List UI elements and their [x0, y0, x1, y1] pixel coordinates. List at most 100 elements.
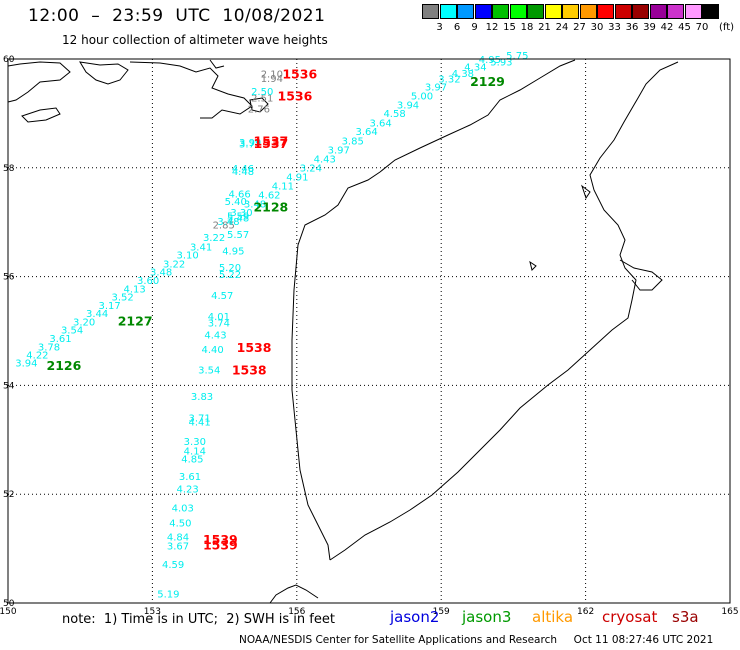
- wave-height-value: 5.22: [219, 270, 241, 281]
- wave-height-value: 5.57: [227, 230, 249, 241]
- scale-swatch: [614, 4, 632, 19]
- wave-height-value: 5.93: [490, 58, 512, 69]
- longitude-tick-label: 162: [577, 607, 594, 617]
- wave-height-value: 5.19: [157, 590, 179, 601]
- scale-label: 33: [608, 22, 621, 33]
- wave-height-value: 4.95: [222, 246, 244, 257]
- wave-height-value: 2.10: [261, 69, 283, 80]
- coastline-segment: [7, 61, 71, 103]
- scale-label: 70: [695, 22, 709, 33]
- scale-label: 24: [555, 22, 569, 33]
- scale-label: 45: [678, 22, 691, 33]
- wave-height-value: 5.59: [227, 211, 249, 222]
- latitude-tick-label: 58: [3, 164, 15, 174]
- wave-height-value: 4.62: [258, 190, 280, 201]
- wave-height-value: 4.01: [208, 312, 230, 323]
- wave-height-value: 1.94: [261, 74, 283, 85]
- wave-height-value: 5.00: [411, 91, 433, 102]
- track-id-label: 1539: [203, 532, 238, 547]
- wave-height-value: 4.57: [211, 291, 233, 302]
- scale-swatch: [579, 4, 597, 19]
- wave-height-value: 4.43: [204, 331, 226, 342]
- latitude-tick-label: 52: [3, 490, 14, 500]
- longitude-tick-label: 153: [144, 607, 161, 617]
- scale-swatch: [632, 4, 649, 19]
- wave-height-value: 4.91: [286, 172, 308, 183]
- wave-height-value: 4.38: [452, 69, 474, 80]
- scale-label: 39: [643, 22, 656, 33]
- scale-label: 6: [453, 22, 461, 33]
- wave-height-value: 3.97: [328, 146, 350, 157]
- track-id-label: 1538: [237, 340, 272, 355]
- wave-height-value: 3.30: [230, 208, 252, 219]
- wave-height-value: 3.44: [86, 309, 108, 320]
- wave-height-value: 2.50: [251, 87, 273, 98]
- wave-height-value: 3.32: [438, 74, 460, 85]
- wave-height-value: 4.48: [232, 167, 254, 178]
- satellite-name: altika: [532, 608, 574, 626]
- wave-height-value: 4.59: [162, 560, 184, 571]
- wave-height-value: 2.76: [248, 104, 270, 115]
- latitude-tick-label: 56: [3, 273, 15, 283]
- scale-label: 3: [436, 22, 443, 33]
- coastline-segment: [249, 97, 269, 113]
- wave-height-value: 3.64: [369, 118, 391, 129]
- scale-swatch: [597, 4, 614, 19]
- track-id-label: 2127: [118, 314, 153, 329]
- satellite-name: cryosat: [602, 608, 658, 626]
- wave-height-value: 5.48: [227, 214, 249, 225]
- wave-height-value: 4.84: [167, 532, 189, 543]
- wave-height-value: 5.75: [506, 51, 528, 62]
- wave-height-value: 4.41: [189, 418, 211, 429]
- coastline-segment: [291, 59, 576, 561]
- coastline-segment: [79, 61, 129, 85]
- wave-height-value: 3.10: [176, 251, 198, 262]
- scale-swatch: [492, 4, 509, 19]
- coastline-segment: [209, 59, 225, 69]
- wave-height-value: 3.41: [190, 242, 212, 253]
- track-id-label: 1536: [278, 88, 313, 103]
- wave-height-value: 4.14: [184, 446, 206, 457]
- wave-height-value: 4.58: [383, 109, 405, 120]
- wave-height-value: 3.48: [150, 268, 172, 279]
- scale-swatch: [649, 4, 667, 19]
- track-id-label: 1537: [253, 136, 288, 151]
- wave-height-value: 4.66: [228, 190, 250, 201]
- scale-swatch: [544, 4, 562, 19]
- scale-swatch: [422, 4, 439, 19]
- coastline-segment: [581, 184, 591, 200]
- satellite-name: s3a: [672, 608, 699, 626]
- wave-height-value: 4.95: [479, 55, 501, 66]
- coastline-segment: [329, 61, 679, 561]
- map-frame: [7, 58, 731, 604]
- wave-height-value: 4.85: [181, 455, 203, 466]
- wave-height-value: 4.50: [169, 518, 191, 529]
- wave-height-value: 3.48: [244, 200, 266, 211]
- wave-height-value: 5.20: [219, 263, 241, 274]
- wave-height-value: 3.20: [73, 318, 95, 329]
- scale-label: 18: [520, 22, 534, 33]
- wave-height-value: 3.85: [342, 136, 364, 147]
- scale-swatch: [457, 4, 474, 19]
- wave-height-value: 3.60: [137, 276, 159, 287]
- map-title: 12:00 – 23:59 UTC 10/08/2021: [28, 6, 326, 26]
- longitude-tick-label: 156: [288, 607, 305, 617]
- satellite-name: jason2: [390, 608, 440, 626]
- wave-height-value: 3.64: [356, 127, 378, 138]
- wave-height-value: 3.71: [189, 413, 211, 424]
- track-id-label: 1538: [232, 363, 267, 378]
- latitude-tick-label: 50: [3, 599, 15, 609]
- wave-height-value: 4.13: [124, 284, 146, 295]
- footer-note: note: 1) Time is in UTC; 2) SWH is in fe…: [62, 612, 335, 627]
- scale-label: 12: [485, 22, 499, 33]
- scale-label: 9: [471, 22, 478, 33]
- wave-height-value: 3.52: [111, 293, 133, 304]
- coastline-segment: [619, 259, 663, 291]
- wave-height-value: 3.24: [300, 164, 322, 175]
- coastline-segment: [529, 260, 537, 271]
- track-id-label: 1536: [282, 67, 317, 82]
- wave-height-value: 4.40: [201, 345, 223, 356]
- scale-label: 42: [660, 22, 674, 33]
- longitude-tick-label: 159: [433, 607, 450, 617]
- graticule: [8, 59, 730, 603]
